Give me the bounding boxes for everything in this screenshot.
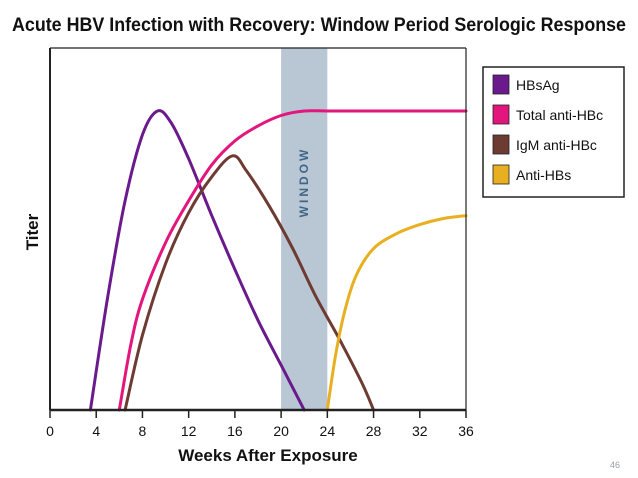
legend-swatch-hbsag bbox=[492, 74, 510, 95]
legend-label-igm-anti-hbc: IgM anti-HBc bbox=[516, 137, 597, 153]
x-tick-label-32: 32 bbox=[412, 423, 428, 439]
x-tick-label-4: 4 bbox=[92, 423, 100, 439]
x-tick-label-36: 36 bbox=[458, 423, 474, 439]
series-line-anti-hbs bbox=[325, 214, 468, 412]
legend-label-hbsag: HBsAg bbox=[516, 77, 560, 93]
x-axis-label: Weeks After Exposure bbox=[178, 446, 358, 465]
window-band bbox=[281, 48, 328, 410]
x-tick-label-16: 16 bbox=[227, 423, 243, 439]
legend-swatch-anti-hbs bbox=[492, 164, 510, 185]
legend-swatch-total-anti-hbc bbox=[492, 104, 510, 125]
series-line-hbsag bbox=[88, 109, 306, 412]
series-line-total-anti-hbc bbox=[117, 109, 468, 412]
page-number: 46 bbox=[610, 460, 620, 470]
legend-swatch-igm-anti-hbc bbox=[492, 134, 510, 155]
x-tick-label-0: 0 bbox=[46, 423, 54, 439]
x-tick-label-24: 24 bbox=[320, 423, 336, 439]
x-tick-label-12: 12 bbox=[181, 423, 197, 439]
x-tick-label-8: 8 bbox=[139, 423, 147, 439]
x-tick-label-20: 20 bbox=[273, 423, 289, 439]
x-tick-label-28: 28 bbox=[366, 423, 382, 439]
legend-label-total-anti-hbc: Total anti-HBc bbox=[516, 107, 603, 123]
legend-label-anti-hbs: Anti-HBs bbox=[516, 167, 571, 183]
series-line-igm-anti-hbc bbox=[123, 154, 376, 412]
y-axis-label: Titer bbox=[23, 213, 42, 250]
chart-title: Acute HBV Infection with Recovery: Windo… bbox=[12, 15, 626, 36]
window-label: WINDOW bbox=[297, 147, 311, 218]
